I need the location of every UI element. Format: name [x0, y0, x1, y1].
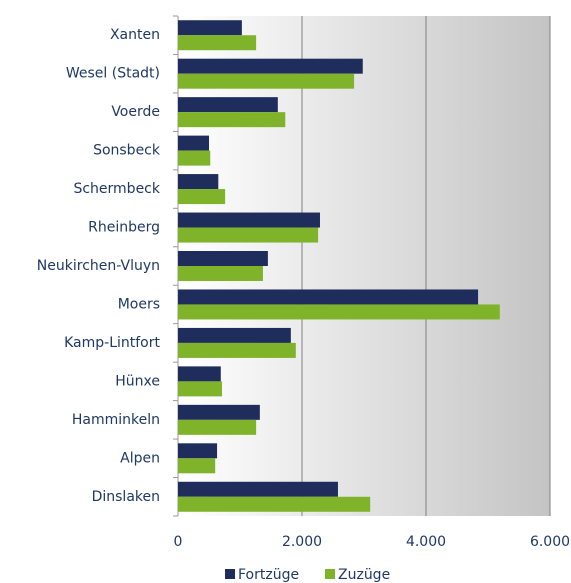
y-tick-label: Rheinberg [88, 220, 160, 236]
bar [178, 266, 263, 281]
bar [178, 97, 278, 113]
y-tick-label: Sonsbeck [93, 143, 161, 159]
bar [178, 496, 371, 512]
y-tick-label: Schermbeck [73, 181, 160, 197]
bar [178, 458, 216, 474]
y-tick-label: Wesel (Stadt) [66, 66, 160, 82]
bar [178, 174, 219, 190]
bar [178, 327, 291, 343]
y-tick-label: Hünxe [115, 373, 160, 389]
bar [178, 189, 226, 205]
y-tick-label: Kamp-Lintfort [64, 335, 160, 351]
legend-swatch [325, 569, 335, 579]
bar [178, 481, 338, 497]
legend-label: Fortzüge [238, 567, 299, 583]
bar [178, 251, 268, 266]
y-tick-label: Alpen [120, 450, 160, 466]
bar [178, 289, 479, 305]
bar [178, 112, 286, 128]
bar [178, 212, 320, 228]
bar [178, 443, 218, 459]
y-tick-label: Xanten [110, 27, 160, 43]
x-tick-label: 2.000 [282, 534, 322, 550]
x-tick-label: 0 [174, 534, 183, 550]
y-tick-label: Dinslaken [92, 489, 160, 505]
bar [178, 419, 257, 435]
y-tick-label: Moers [118, 296, 160, 312]
bar [178, 150, 211, 166]
legend-label: Zuzüge [338, 567, 390, 583]
y-tick-label: Neukirchen-Vluyn [37, 258, 160, 274]
y-tick-label: Hamminkeln [72, 412, 160, 428]
bar [178, 227, 319, 243]
x-tick-label: 6.000 [530, 534, 570, 550]
y-tick-label: Voerde [111, 104, 160, 120]
legend-swatch [225, 569, 235, 579]
bar [178, 35, 257, 51]
bar [178, 304, 500, 320]
bar [178, 135, 209, 151]
bar [178, 73, 355, 89]
bar [178, 366, 221, 382]
bar [178, 404, 260, 420]
bar [178, 342, 296, 358]
bar [178, 58, 363, 74]
x-tick-label: 4.000 [406, 534, 446, 550]
bar [178, 20, 242, 36]
bar [178, 381, 223, 397]
